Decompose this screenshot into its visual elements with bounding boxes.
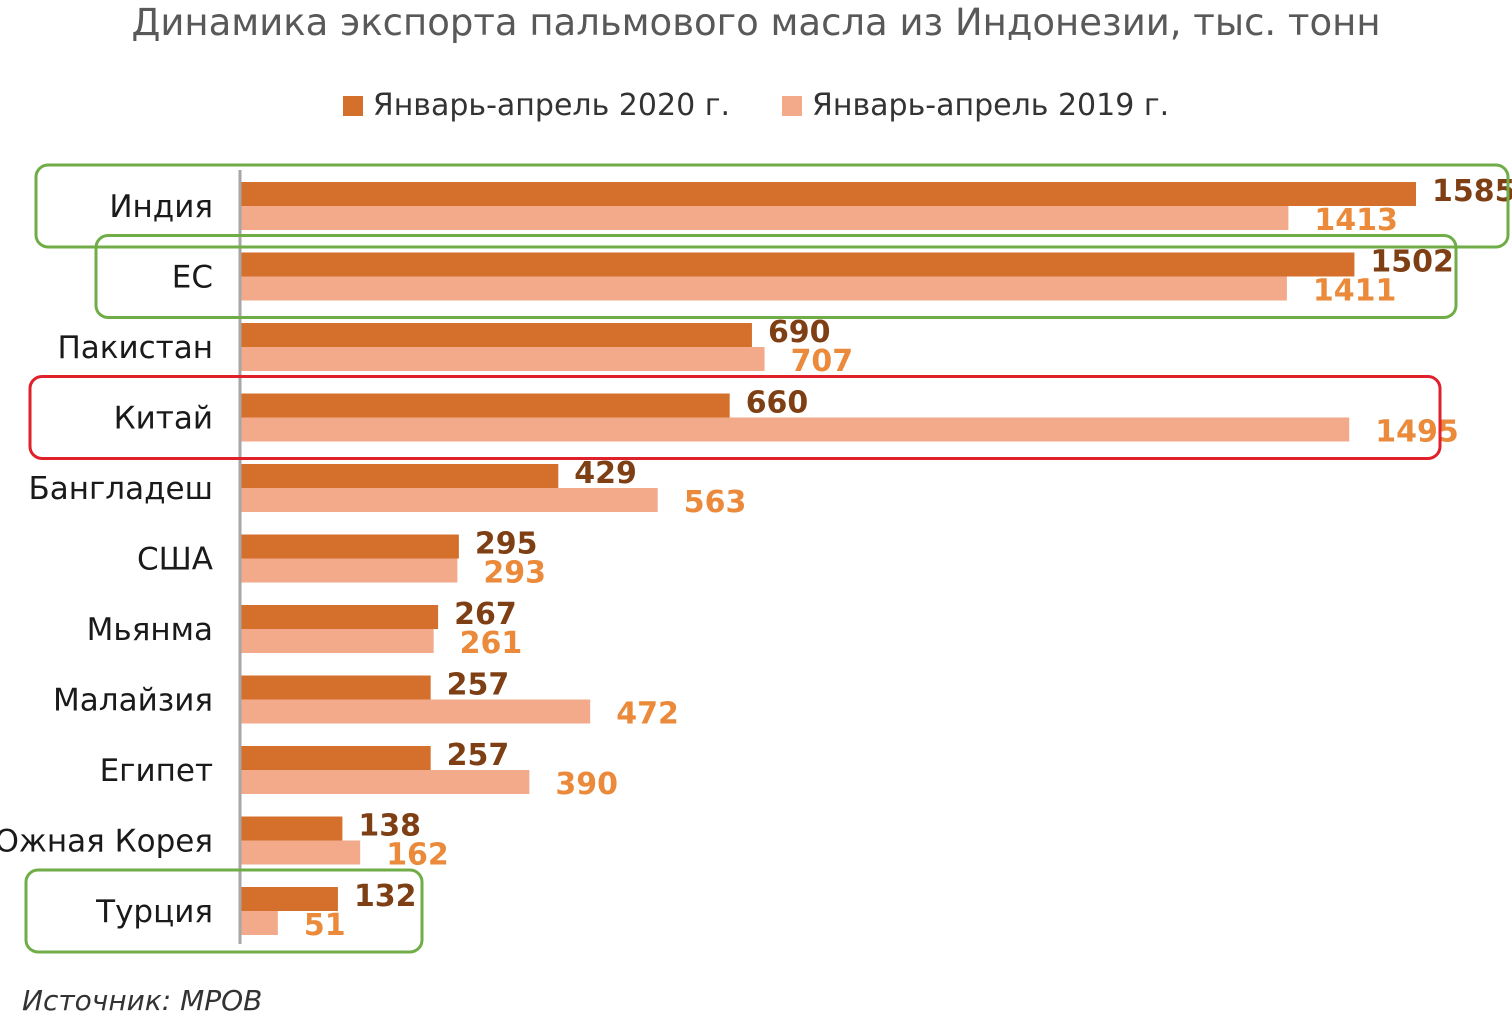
legend-label-2020: Январь-апрель 2020 г. [372,88,730,123]
legend: Январь-апрель 2020 г. Январь-апрель 2019… [0,86,1512,126]
data-label-2020-пакистан: 690 [768,315,831,350]
bar-2019-сша [240,558,458,583]
legend-item-2020: Январь-апрель 2020 г. [342,86,730,126]
data-label-2020-индия: 1585 [1432,174,1512,209]
highlight-box-индия [34,163,1510,249]
data-label-2019-турция: 51 [304,908,346,943]
bar-2020-южная-корея [240,816,343,841]
bar-2019-бангладеш [240,488,658,512]
category-label-индия: Индия [109,189,213,225]
data-label-2020-ес: 1502 [1370,245,1454,280]
bar-2019-ес [240,276,1287,301]
data-label-2020-китай: 660 [746,386,809,421]
data-label-2020-турция: 132 [354,879,417,914]
category-label-малайзия: Малайзия [53,683,213,719]
highlight-box-ес [94,234,1458,319]
data-label-2020-египет: 257 [447,738,510,773]
bar-2020-малайзия [240,675,431,700]
bar-2019-индия [240,206,1289,230]
bar-2019-египет [240,770,530,794]
bar-2020-мьянма [240,605,439,629]
data-label-2019-сша: 293 [483,556,546,591]
bar-2020-сша [240,534,459,559]
bar-2019-пакистан [240,347,765,371]
data-label-2019-китай: 1495 [1375,415,1459,450]
bar-2020-индия [240,182,1416,206]
category-label-ес: ЕС [172,260,213,296]
data-label-2019-малайзия: 472 [616,697,679,732]
category-label-китай: Китай [114,401,213,437]
data-label-2020-южная-корея: 138 [358,809,421,844]
category-label-мьянма: Мьянма [87,612,213,648]
bar-2020-турция [240,887,338,911]
category-label-египет: Египет [100,753,213,789]
data-label-2020-малайзия: 257 [447,668,510,703]
data-label-2020-сша: 295 [475,527,538,562]
data-label-2019-индия: 1413 [1314,203,1398,238]
bar-2020-пакистан [240,323,752,347]
legend-swatch-2020 [342,96,363,116]
source-note: Источник: МРОВ [22,984,263,1017]
category-label-южная-корея: Южная Корея [0,824,213,860]
bar-2020-китай [240,393,730,418]
bar-2019-турция [240,911,278,935]
category-label-турция: Турция [95,894,213,930]
data-label-2019-мьянма: 261 [460,626,523,661]
category-label-пакистан: Пакистан [57,330,213,366]
data-label-2019-ес: 1411 [1313,274,1397,309]
legend-item-2019: Январь-апрель 2019 г. [782,86,1169,126]
bar-2020-бангладеш [240,464,559,488]
data-label-2019-бангладеш: 563 [684,485,747,520]
legend-label-2019: Январь-апрель 2019 г. [812,88,1170,123]
bar-2019-мьянма [240,629,434,653]
highlight-box-турция [24,868,424,954]
data-label-2019-южная-корея: 162 [386,838,449,873]
data-label-2020-мьянма: 267 [454,597,517,632]
data-label-2020-бангладеш: 429 [574,456,637,491]
data-label-2019-пакистан: 707 [791,344,854,379]
legend-swatch-2019 [782,96,802,116]
chart-title: Динамика экспорта пальмового масла из Ин… [131,1,1381,44]
category-label-сша: США [137,542,213,578]
bar-2019-южная-корея [240,840,361,865]
bar-2019-китай [240,417,1350,442]
bar-2019-малайзия [240,699,591,724]
data-label-2019-египет: 390 [555,767,618,802]
bar-2020-египет [240,746,431,770]
highlight-box-китай [28,375,1442,460]
category-label-бангладеш: Бангладеш [28,471,213,507]
bar-2020-ес [240,252,1355,277]
